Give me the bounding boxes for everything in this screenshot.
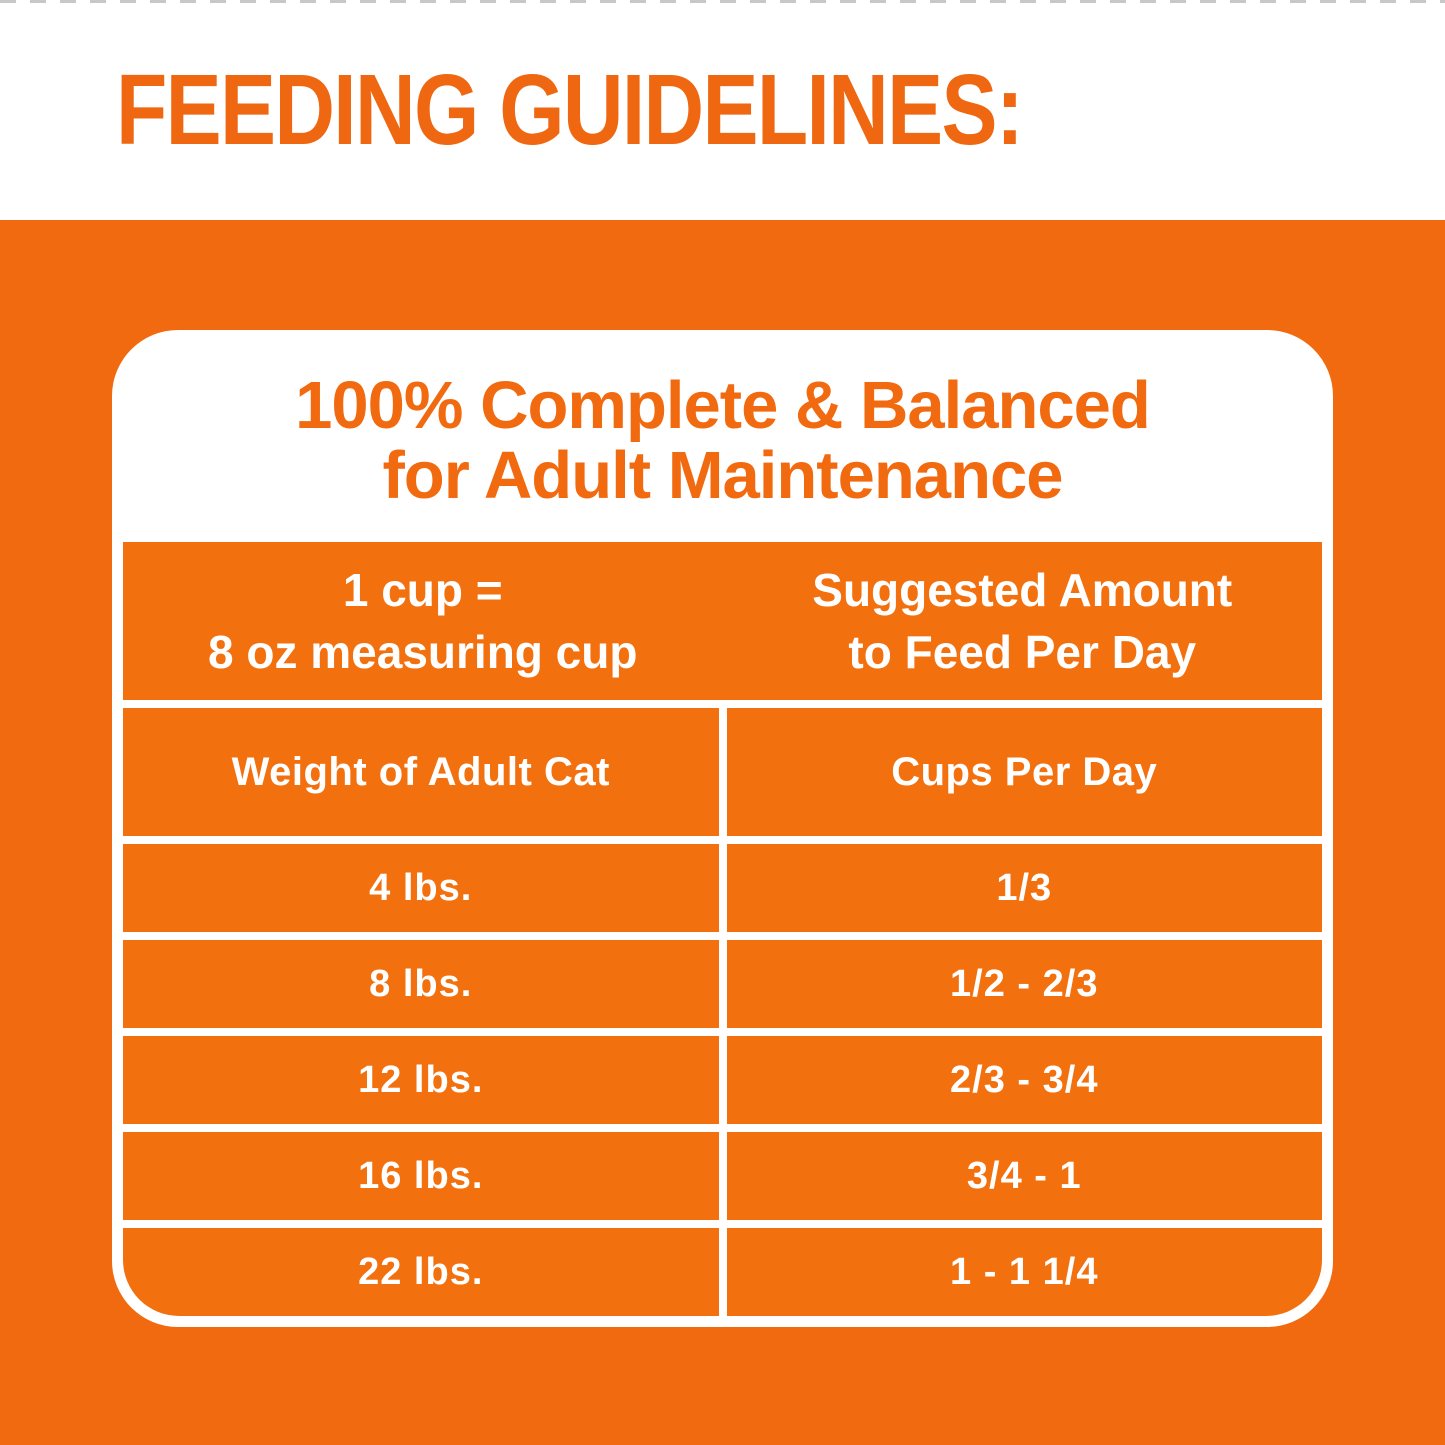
cups-cell-row3: 2/3 - 3/4 bbox=[726, 1036, 1322, 1124]
column-header-cups: Cups Per Day bbox=[726, 708, 1322, 836]
page-title: FEEDING GUIDELINES: bbox=[116, 54, 1024, 166]
table-header-row: 1 cup = 8 oz measuring cup Suggested Amo… bbox=[123, 542, 1322, 700]
cups-cell-row5: 1 - 1 1/4 bbox=[726, 1228, 1322, 1316]
panel-title-line1: 100% Complete & Balanced bbox=[295, 368, 1151, 444]
weight-cell-row5: 22 lbs. bbox=[123, 1228, 719, 1316]
top-edge-artifact bbox=[0, 0, 1445, 3]
guidelines-panel: 100% Complete & Balanced for Adult Maint… bbox=[112, 330, 1333, 1327]
weight-cell-row3: 12 lbs. bbox=[123, 1036, 719, 1124]
orange-background: 100% Complete & Balanced for Adult Maint… bbox=[0, 220, 1445, 1445]
header-suggested-amount-line2: to Feed Per Day bbox=[848, 626, 1197, 678]
cups-cell-row1: 1/3 bbox=[726, 844, 1322, 932]
panel-title: 100% Complete & Balanced for Adult Maint… bbox=[112, 330, 1333, 542]
cups-cell-row4: 3/4 - 1 bbox=[726, 1132, 1322, 1220]
cups-cell-row2: 1/2 - 2/3 bbox=[726, 940, 1322, 1028]
header-band: FEEDING GUIDELINES: bbox=[0, 0, 1445, 220]
header-cup-definition: 1 cup = 8 oz measuring cup bbox=[123, 542, 723, 700]
header-cup-definition-line2: 8 oz measuring cup bbox=[208, 626, 638, 678]
column-header-weight: Weight of Adult Cat bbox=[123, 708, 719, 836]
weight-cell-row4: 16 lbs. bbox=[123, 1132, 719, 1220]
header-cup-definition-line1: 1 cup = bbox=[342, 563, 503, 616]
feeding-table: 1 cup = 8 oz measuring cup Suggested Amo… bbox=[123, 542, 1322, 1316]
header-suggested-amount-line1: Suggested Amount bbox=[812, 563, 1233, 616]
panel-title-line2: for Adult Maintenance bbox=[382, 438, 1063, 513]
header-suggested-amount: Suggested Amount to Feed Per Day bbox=[723, 542, 1323, 700]
weight-cell-row1: 4 lbs. bbox=[123, 844, 719, 932]
weight-cell-row2: 8 lbs. bbox=[123, 940, 719, 1028]
